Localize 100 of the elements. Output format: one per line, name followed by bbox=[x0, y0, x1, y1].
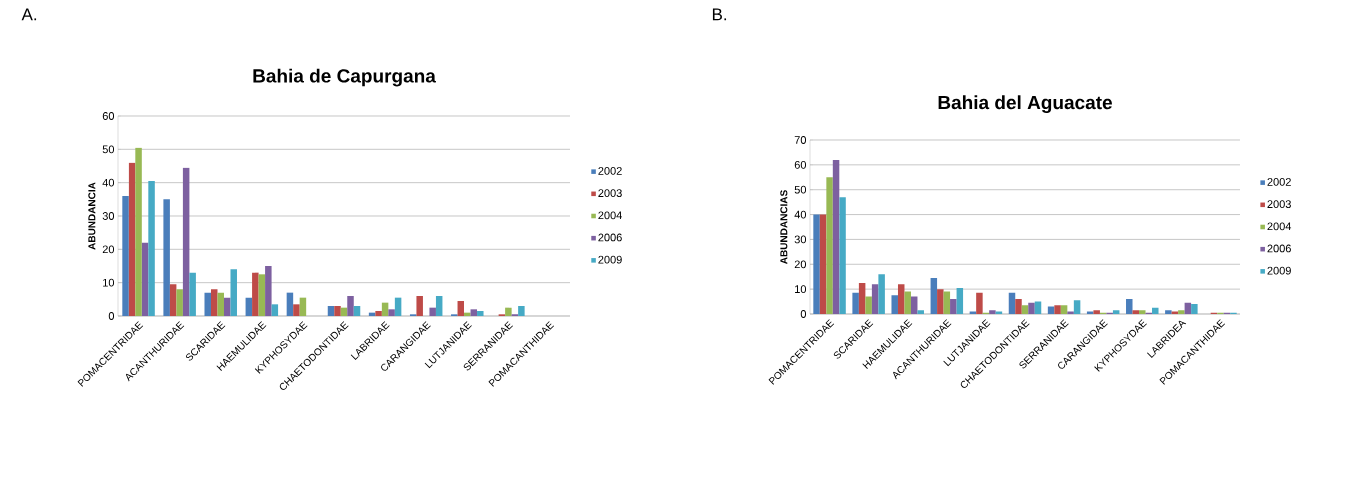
legend-label: 2004 bbox=[598, 211, 622, 220]
y-tick-label: 30 bbox=[102, 212, 115, 220]
y-tick-label: 40 bbox=[794, 210, 807, 219]
bar bbox=[826, 177, 833, 314]
bar bbox=[353, 305, 361, 316]
y-tick-label: 60 bbox=[102, 112, 115, 120]
y-axis-title: ABUNDANCIA bbox=[88, 182, 96, 250]
bar bbox=[1112, 310, 1120, 314]
chart-title: Bahia de Capurgana bbox=[253, 68, 436, 87]
bar bbox=[518, 305, 525, 316]
bar bbox=[182, 167, 190, 316]
bar bbox=[394, 297, 402, 316]
y-tick-label: 50 bbox=[102, 145, 115, 154]
bar bbox=[477, 310, 484, 316]
legend-label: 2003 bbox=[598, 189, 622, 198]
bar bbox=[852, 292, 859, 314]
bar bbox=[839, 197, 846, 314]
bar bbox=[1191, 304, 1198, 314]
bar bbox=[429, 307, 436, 316]
bar bbox=[223, 297, 231, 316]
bar bbox=[1028, 302, 1035, 314]
bar bbox=[176, 289, 183, 316]
bar bbox=[878, 274, 885, 314]
bar bbox=[464, 312, 471, 316]
y-tick-label: 30 bbox=[794, 235, 807, 244]
bar bbox=[943, 291, 951, 314]
bar bbox=[457, 300, 465, 316]
y-tick-label: 50 bbox=[794, 185, 807, 194]
text: A. bbox=[21, 8, 37, 21]
bar bbox=[217, 292, 224, 316]
y-tick-label: 20 bbox=[102, 245, 115, 254]
legend-label: 2009 bbox=[598, 255, 622, 264]
bar bbox=[122, 195, 129, 316]
bar bbox=[989, 310, 996, 314]
bar bbox=[1132, 310, 1140, 314]
bar bbox=[930, 277, 938, 314]
bar bbox=[897, 284, 905, 314]
chart-title: Bahia del Aguacate bbox=[938, 95, 1112, 114]
bar bbox=[1008, 292, 1016, 314]
legend-label: 2009 bbox=[1267, 266, 1291, 275]
bar bbox=[1015, 299, 1022, 314]
bar bbox=[1060, 305, 1068, 314]
bar bbox=[910, 296, 918, 314]
bar bbox=[904, 291, 911, 314]
bar bbox=[271, 304, 279, 316]
text: B. bbox=[712, 8, 727, 21]
bar bbox=[891, 295, 898, 314]
y-tick-label: 0 bbox=[108, 312, 115, 320]
y-axis-title: ABUNDANCIAS bbox=[780, 190, 788, 264]
bar bbox=[950, 299, 957, 314]
y-tick-label: 0 bbox=[800, 310, 807, 318]
bar bbox=[1184, 302, 1192, 314]
legend-label: 2002 bbox=[598, 167, 622, 175]
bar bbox=[381, 302, 389, 316]
bar bbox=[1152, 307, 1159, 314]
y-tick-label: 10 bbox=[795, 285, 807, 294]
bar bbox=[956, 287, 964, 314]
bar bbox=[169, 284, 177, 316]
bar bbox=[286, 292, 294, 316]
bar bbox=[1178, 310, 1185, 314]
bar bbox=[293, 304, 300, 316]
bar bbox=[865, 296, 872, 314]
legend-label: 2006 bbox=[598, 233, 622, 242]
bar bbox=[135, 147, 142, 316]
bar bbox=[832, 159, 840, 314]
bar bbox=[163, 199, 170, 316]
bar bbox=[819, 214, 827, 314]
y-tick-label: 60 bbox=[794, 160, 807, 169]
y-tick-label: 20 bbox=[794, 260, 807, 269]
bar bbox=[347, 295, 354, 316]
legend-label: 2002 bbox=[1267, 178, 1291, 186]
bar bbox=[128, 162, 136, 316]
bar bbox=[976, 292, 983, 314]
bar bbox=[388, 309, 395, 316]
bar bbox=[258, 274, 266, 316]
bar bbox=[871, 284, 879, 314]
bar bbox=[141, 242, 149, 316]
bar bbox=[334, 305, 341, 316]
bar bbox=[204, 292, 211, 316]
y-tick-label: 70 bbox=[794, 136, 807, 144]
bar bbox=[375, 310, 382, 316]
bar bbox=[1093, 310, 1100, 314]
bar bbox=[1126, 299, 1133, 314]
bar bbox=[245, 297, 253, 316]
bar bbox=[416, 295, 423, 316]
bar bbox=[505, 307, 512, 316]
bar bbox=[299, 297, 307, 316]
bar bbox=[210, 289, 218, 316]
bar bbox=[1054, 305, 1061, 314]
bar bbox=[1073, 300, 1081, 314]
bar bbox=[917, 310, 924, 314]
legend-label: 2003 bbox=[1267, 200, 1291, 209]
bar bbox=[327, 305, 335, 316]
bar bbox=[189, 272, 196, 316]
bar bbox=[265, 265, 272, 316]
y-tick-label: 10 bbox=[103, 278, 115, 287]
legend-label: 2006 bbox=[1267, 244, 1291, 253]
bar bbox=[1021, 305, 1029, 314]
bar bbox=[252, 272, 259, 316]
bar bbox=[470, 309, 478, 316]
